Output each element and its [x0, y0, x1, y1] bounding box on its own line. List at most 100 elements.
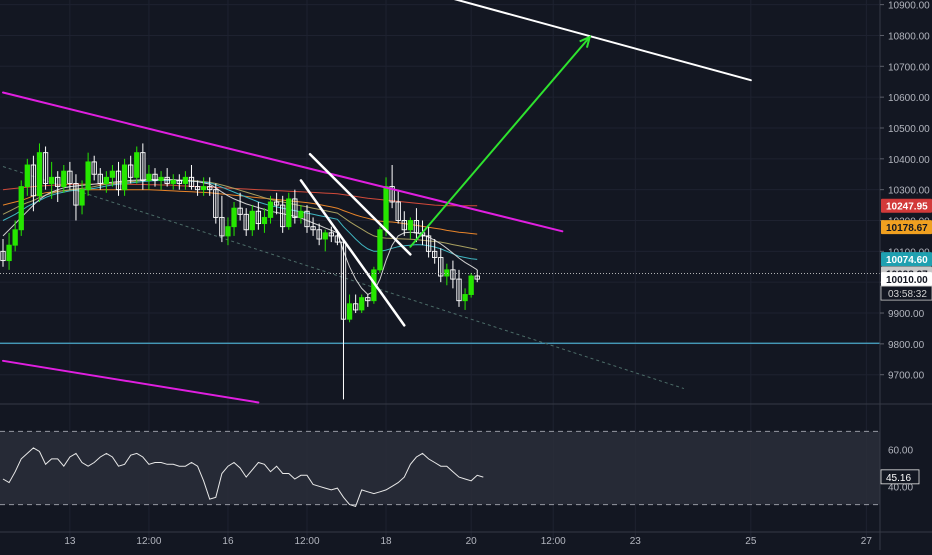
candle[interactable]	[97, 168, 103, 190]
candles[interactable]	[0, 143, 480, 400]
candle[interactable]	[121, 158, 128, 196]
resistance-trend-line[interactable]	[441, 0, 752, 82]
candle[interactable]	[194, 180, 201, 196]
drawings[interactable]	[0, 0, 880, 404]
candle[interactable]	[365, 294, 371, 307]
rsi-line[interactable]	[2, 447, 484, 508]
candle[interactable]	[237, 192, 243, 221]
flag-upper-line[interactable]	[308, 152, 412, 256]
candle[interactable]	[36, 143, 43, 202]
candle[interactable]	[48, 161, 55, 199]
candle[interactable]	[219, 195, 225, 243]
candle[interactable]	[413, 208, 420, 243]
candle-body	[103, 176, 110, 184]
candle[interactable]	[280, 195, 286, 233]
candle[interactable]	[401, 211, 407, 236]
candle[interactable]	[61, 164, 67, 193]
candle[interactable]	[267, 195, 274, 224]
candle[interactable]	[79, 180, 85, 215]
channel-lower-line[interactable]	[2, 359, 260, 404]
candle[interactable]	[24, 158, 30, 196]
candle[interactable]	[12, 220, 18, 252]
candle[interactable]	[115, 161, 122, 196]
candle-body	[24, 164, 30, 188]
candle[interactable]	[146, 164, 152, 190]
candle[interactable]	[103, 171, 110, 193]
candle[interactable]	[328, 226, 334, 243]
candle[interactable]	[255, 202, 262, 230]
dotted-trend-line[interactable]	[2, 166, 685, 390]
candle[interactable]	[42, 146, 49, 190]
flag-lower-line[interactable]	[299, 179, 406, 327]
candle[interactable]	[474, 269, 480, 283]
candle-body	[97, 173, 103, 184]
candle[interactable]	[67, 161, 73, 190]
candle[interactable]	[273, 192, 280, 215]
candle[interactable]	[91, 155, 97, 181]
candle[interactable]	[346, 294, 353, 323]
candle-body	[359, 297, 365, 311]
price-label: 10074.60	[886, 255, 928, 266]
candle[interactable]	[164, 168, 170, 187]
candle[interactable]	[425, 226, 432, 258]
candle[interactable]	[407, 217, 414, 240]
candle[interactable]	[304, 205, 310, 233]
candle[interactable]	[158, 171, 164, 190]
candle[interactable]	[188, 164, 195, 190]
candle[interactable]	[225, 217, 231, 246]
candle[interactable]	[286, 192, 292, 230]
candle[interactable]	[30, 155, 37, 212]
candle[interactable]	[298, 205, 304, 224]
candle[interactable]	[444, 263, 450, 286]
candle[interactable]	[85, 152, 91, 196]
candle[interactable]	[231, 202, 237, 236]
candle[interactable]	[432, 239, 438, 264]
candle[interactable]	[140, 143, 146, 190]
candle[interactable]	[152, 168, 158, 187]
candle[interactable]	[134, 146, 140, 184]
candle[interactable]	[213, 183, 219, 224]
candle[interactable]	[462, 288, 468, 310]
candle[interactable]	[128, 155, 134, 184]
candle[interactable]	[207, 177, 213, 196]
candle[interactable]	[438, 248, 444, 283]
candle[interactable]	[73, 174, 79, 221]
candle[interactable]	[0, 239, 6, 267]
candle[interactable]	[182, 171, 189, 190]
candle[interactable]	[310, 217, 316, 236]
candle[interactable]	[292, 189, 298, 224]
candle-body	[109, 170, 116, 178]
candle[interactable]	[395, 189, 401, 224]
candle[interactable]	[170, 174, 176, 190]
candle[interactable]	[468, 272, 474, 298]
candle[interactable]	[377, 226, 383, 273]
candle[interactable]	[6, 232, 12, 270]
candle-body	[273, 201, 280, 206]
candle[interactable]	[243, 208, 249, 236]
rsi-pane[interactable]	[0, 403, 932, 508]
candle[interactable]	[322, 229, 328, 252]
candle[interactable]	[456, 269, 462, 307]
candle[interactable]	[55, 171, 61, 202]
candle[interactable]	[352, 294, 359, 314]
candle-body	[413, 220, 420, 234]
candle[interactable]	[389, 164, 395, 209]
candle[interactable]	[249, 205, 255, 236]
candle-body	[280, 204, 286, 228]
price-axis[interactable]: 9700.009800.009900.0010000.0010100.00102…	[879, 0, 932, 550]
candle-body	[383, 186, 389, 231]
channel-upper-line[interactable]	[2, 91, 564, 233]
candle[interactable]	[18, 180, 24, 236]
candle[interactable]	[316, 223, 322, 246]
candle[interactable]	[261, 208, 268, 233]
projection-arrow[interactable]	[409, 36, 591, 248]
time-tick-label: 20	[466, 536, 478, 547]
candle[interactable]	[200, 177, 207, 196]
candle[interactable]	[176, 174, 182, 190]
candle[interactable]	[450, 260, 456, 289]
candle[interactable]	[109, 164, 116, 187]
candle[interactable]	[359, 294, 365, 314]
